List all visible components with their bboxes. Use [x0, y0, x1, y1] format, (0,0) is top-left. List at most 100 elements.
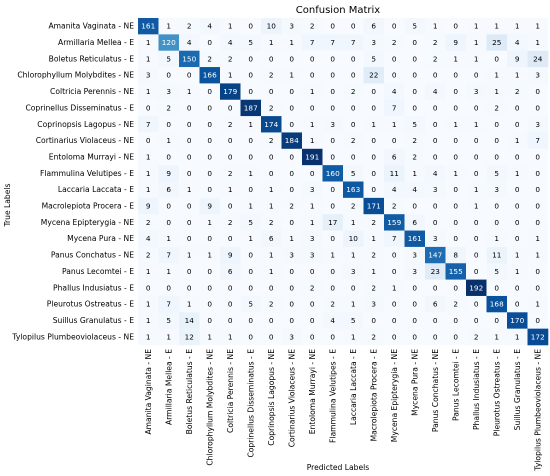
- heatmap-cell: [261, 83, 282, 101]
- cell-value: 1: [494, 22, 499, 31]
- heatmap-cell: [384, 99, 405, 117]
- cell-value: 0: [207, 136, 212, 145]
- heatmap-cell: [220, 165, 241, 182]
- heatmap-cell: [179, 148, 200, 166]
- cell-value: 3: [535, 120, 540, 129]
- heatmap-cell: [363, 214, 385, 231]
- heatmap-cell: [220, 197, 241, 215]
- cell-value: 1: [166, 136, 171, 145]
- heatmap-cell: [158, 116, 180, 133]
- cell-value: 0: [289, 152, 294, 161]
- cell-value: 1: [166, 22, 171, 31]
- heatmap-cell: [199, 116, 221, 133]
- cell-value: 0: [289, 300, 294, 309]
- heatmap-cell: [363, 67, 385, 84]
- heatmap-cell: [302, 116, 323, 133]
- heatmap-cell: [261, 312, 282, 329]
- cell-value: 25: [492, 38, 501, 47]
- cell-value: 0: [207, 234, 212, 243]
- heatmap-cell: [179, 50, 200, 68]
- cell-value: 7: [330, 38, 335, 47]
- heatmap-cell: [445, 148, 467, 166]
- cell-value: 184: [285, 136, 299, 145]
- cell-value: 1: [289, 71, 294, 80]
- cell-value: 4: [392, 87, 397, 96]
- cell-value: 0: [289, 283, 294, 292]
- heatmap-cell: [527, 181, 549, 199]
- cell-value: 0: [187, 202, 192, 211]
- heatmap-cell: [220, 230, 241, 248]
- cell-value: 1: [351, 300, 356, 309]
- heatmap-cell: [507, 83, 528, 101]
- heatmap-cell: [425, 181, 446, 199]
- column-label: Entoloma Murrayi - NE: [308, 349, 317, 434]
- heatmap-cell: [363, 50, 385, 68]
- heatmap-cell: [486, 34, 508, 51]
- cell-value: 3: [371, 300, 376, 309]
- heatmap-cell: [486, 328, 508, 346]
- heatmap-cell: [158, 50, 180, 68]
- heatmap-cell: [466, 83, 487, 101]
- heatmap-cell: [281, 165, 303, 182]
- heatmap-cell: [425, 279, 446, 297]
- heatmap-cell: [507, 230, 528, 248]
- heatmap-cell: [425, 50, 446, 68]
- cell-value: 23: [431, 267, 441, 276]
- heatmap-cell: [322, 263, 344, 280]
- heatmap-cell: [138, 214, 159, 231]
- heatmap-cell: [199, 99, 221, 117]
- heatmap-cell: [261, 263, 282, 280]
- cell-value: 0: [474, 71, 479, 80]
- heatmap-cell: [302, 83, 323, 101]
- cell-value: 4: [228, 38, 233, 47]
- cell-value: 0: [207, 283, 212, 292]
- heatmap-cell: [527, 34, 549, 51]
- row-label: Mycena Pura - NE: [67, 234, 134, 243]
- cell-value: 0: [351, 120, 356, 129]
- cell-value: 0: [433, 332, 438, 341]
- heatmap-cell: [220, 279, 241, 297]
- cell-value: 0: [248, 54, 253, 63]
- cell-value: 0: [535, 103, 540, 112]
- cell-value: 191: [305, 152, 319, 161]
- cell-value: 1: [351, 251, 356, 260]
- cell-value: 1: [474, 54, 479, 63]
- cell-value: 17: [328, 218, 338, 227]
- heatmap-cell: [240, 67, 262, 84]
- heatmap-cell: [179, 18, 200, 35]
- cell-value: 0: [269, 332, 274, 341]
- cell-value: 3: [412, 267, 417, 276]
- heatmap-cell: [404, 295, 426, 313]
- heatmap-cell: [138, 34, 159, 51]
- heatmap-cell: [466, 197, 487, 215]
- heatmap-cell: [466, 230, 487, 248]
- row-label: Tylopilus Plumbeoviolaceus - NE: [11, 332, 134, 341]
- cell-value: 0: [289, 103, 294, 112]
- cell-value: 1: [310, 136, 315, 145]
- cell-value: 9: [228, 251, 233, 260]
- row-label: Cortinarius Violaceus - NE: [36, 136, 134, 145]
- heatmap-cell: [486, 132, 508, 150]
- column-label: Armillaria Mellea - E: [164, 349, 173, 425]
- cell-value: 0: [474, 267, 479, 276]
- cell-value: 11: [492, 251, 501, 260]
- heatmap-cell: [281, 67, 303, 84]
- cell-value: 0: [371, 87, 376, 96]
- heatmap-cell: [343, 99, 364, 117]
- heatmap-cell: [527, 116, 549, 133]
- cell-value: 0: [310, 332, 315, 341]
- heatmap-cell: [404, 263, 426, 280]
- cell-value: 0: [166, 218, 171, 227]
- heatmap-cell: [384, 263, 405, 280]
- heatmap-cell: [261, 132, 282, 150]
- cell-value: 0: [392, 267, 397, 276]
- cell-value: 0: [535, 169, 540, 178]
- cell-value: 10: [267, 22, 277, 31]
- heatmap-cell: [240, 181, 262, 199]
- cell-value: 0: [289, 316, 294, 325]
- heatmap-cell: [404, 50, 426, 68]
- heatmap-cell: [527, 18, 549, 35]
- heatmap-cell: [404, 116, 426, 133]
- heatmap-cell: [302, 181, 323, 199]
- cell-value: 0: [207, 38, 212, 47]
